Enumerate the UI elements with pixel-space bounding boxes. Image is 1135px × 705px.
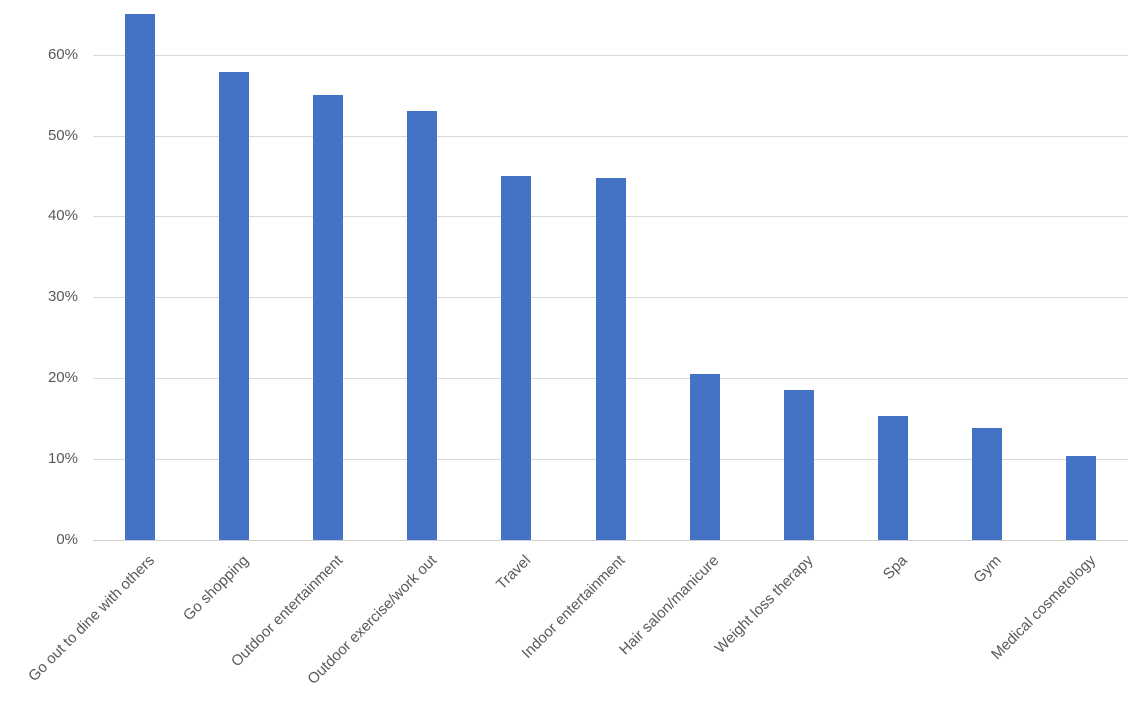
x-category-label: Hair salon/manicure <box>616 552 723 659</box>
x-axis-line <box>93 540 1128 541</box>
x-category-label: Medical cosmetology <box>987 552 1099 664</box>
y-tick-label: 0% <box>56 531 78 548</box>
y-tick-label: 20% <box>47 369 78 387</box>
y-tick-label: 10% <box>47 450 78 468</box>
y-tick-label: 30% <box>47 288 78 306</box>
y-tick-label: 40% <box>47 207 78 225</box>
x-category-label: Indoor entertainment <box>518 552 629 662</box>
y-tick-label: 50% <box>47 126 78 144</box>
bar <box>971 428 1002 540</box>
bar <box>877 416 908 540</box>
gridline <box>93 54 1128 56</box>
bar <box>313 95 344 540</box>
y-tick-label: 60% <box>47 45 78 63</box>
bar <box>595 178 626 540</box>
x-category-label: Go shopping <box>179 552 253 625</box>
bar <box>783 390 814 540</box>
bar <box>689 374 720 540</box>
bar <box>1065 455 1096 540</box>
x-category-label: Travel <box>493 552 535 594</box>
x-category-label: Gym <box>970 552 1005 587</box>
x-category-label: Weight loss therapy <box>711 552 817 657</box>
bar <box>125 14 156 540</box>
x-category-label: Go out to dine with others <box>25 552 159 685</box>
bar <box>501 175 532 540</box>
bar <box>219 72 250 540</box>
gridline <box>93 135 1128 137</box>
bar <box>407 111 438 540</box>
x-category-label: Spa <box>879 552 911 583</box>
